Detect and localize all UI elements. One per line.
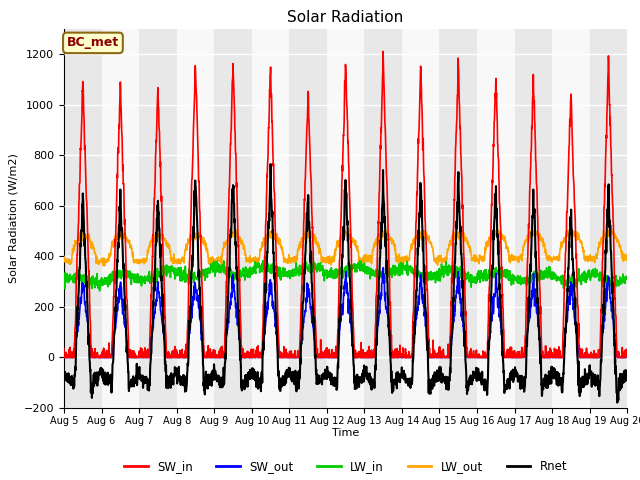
Text: BC_met: BC_met — [67, 36, 119, 49]
Bar — [252, 29, 289, 408]
Bar — [214, 29, 252, 408]
Bar — [102, 29, 139, 408]
Bar — [64, 29, 102, 408]
Y-axis label: Solar Radiation (W/m2): Solar Radiation (W/m2) — [8, 154, 18, 283]
Bar — [440, 29, 477, 408]
Bar — [364, 29, 402, 408]
Legend: SW_in, SW_out, LW_in, LW_out, Rnet: SW_in, SW_out, LW_in, LW_out, Rnet — [119, 456, 572, 478]
Bar — [515, 29, 552, 408]
Bar — [589, 29, 627, 408]
Bar — [477, 29, 515, 408]
Bar — [402, 29, 440, 408]
Bar — [327, 29, 364, 408]
Bar — [552, 29, 589, 408]
Bar — [139, 29, 177, 408]
Bar — [177, 29, 214, 408]
X-axis label: Time: Time — [332, 429, 359, 438]
Bar — [289, 29, 327, 408]
Bar — [627, 29, 640, 408]
Title: Solar Radiation: Solar Radiation — [287, 10, 404, 25]
